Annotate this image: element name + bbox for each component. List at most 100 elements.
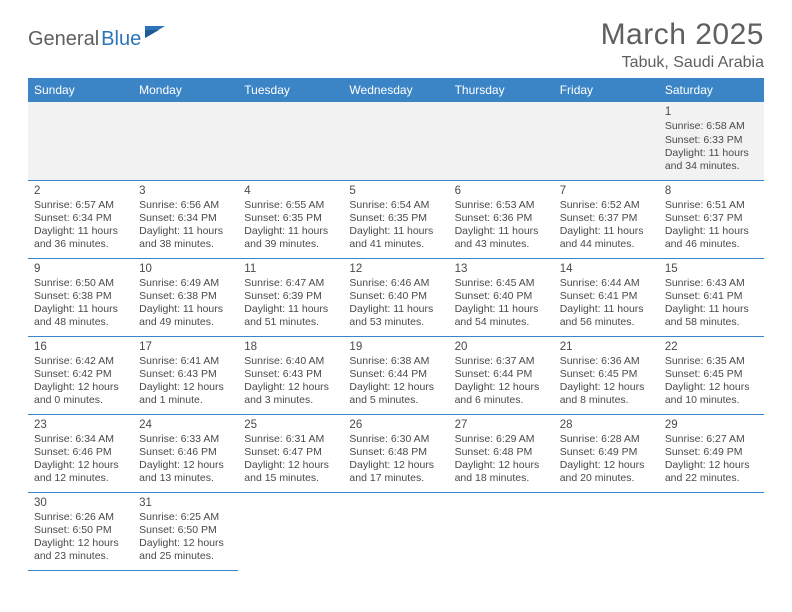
daylight-text: Daylight: 11 hours and 48 minutes. xyxy=(34,303,129,329)
daylight-text: Daylight: 12 hours and 20 minutes. xyxy=(560,459,655,485)
calendar-empty-cell xyxy=(343,102,448,180)
calendar-empty-cell xyxy=(449,492,554,570)
calendar-week-row: 16Sunrise: 6:42 AMSunset: 6:42 PMDayligh… xyxy=(28,336,764,414)
day-number: 30 xyxy=(34,496,129,510)
daylight-text: Daylight: 11 hours and 51 minutes. xyxy=(244,303,339,329)
sunset-text: Sunset: 6:50 PM xyxy=(139,524,234,537)
calendar-day-cell: 30Sunrise: 6:26 AMSunset: 6:50 PMDayligh… xyxy=(28,492,133,570)
calendar-day-cell: 7Sunrise: 6:52 AMSunset: 6:37 PMDaylight… xyxy=(554,180,659,258)
day-number: 26 xyxy=(349,418,444,432)
day-number: 14 xyxy=(560,262,655,276)
calendar-day-cell: 23Sunrise: 6:34 AMSunset: 6:46 PMDayligh… xyxy=(28,414,133,492)
daylight-text: Daylight: 11 hours and 39 minutes. xyxy=(244,225,339,251)
calendar-day-cell: 20Sunrise: 6:37 AMSunset: 6:44 PMDayligh… xyxy=(449,336,554,414)
daylight-text: Daylight: 12 hours and 22 minutes. xyxy=(665,459,760,485)
daylight-text: Daylight: 12 hours and 18 minutes. xyxy=(455,459,550,485)
sunset-text: Sunset: 6:41 PM xyxy=(665,290,760,303)
daylight-text: Daylight: 12 hours and 5 minutes. xyxy=(349,381,444,407)
weekday-header: Friday xyxy=(554,78,659,102)
calendar-empty-cell xyxy=(238,102,343,180)
day-number: 3 xyxy=(139,184,234,198)
sunset-text: Sunset: 6:36 PM xyxy=(455,212,550,225)
sunrise-text: Sunrise: 6:33 AM xyxy=(139,433,234,446)
calendar-day-cell: 11Sunrise: 6:47 AMSunset: 6:39 PMDayligh… xyxy=(238,258,343,336)
daylight-text: Daylight: 11 hours and 46 minutes. xyxy=(665,225,760,251)
header: GeneralBlue March 2025 Tabuk, Saudi Arab… xyxy=(28,18,764,72)
sunset-text: Sunset: 6:40 PM xyxy=(455,290,550,303)
calendar-day-cell: 31Sunrise: 6:25 AMSunset: 6:50 PMDayligh… xyxy=(133,492,238,570)
daylight-text: Daylight: 11 hours and 53 minutes. xyxy=(349,303,444,329)
sunrise-text: Sunrise: 6:40 AM xyxy=(244,355,339,368)
sunrise-text: Sunrise: 6:46 AM xyxy=(349,277,444,290)
sunset-text: Sunset: 6:38 PM xyxy=(139,290,234,303)
sunrise-text: Sunrise: 6:50 AM xyxy=(34,277,129,290)
calendar-day-cell: 19Sunrise: 6:38 AMSunset: 6:44 PMDayligh… xyxy=(343,336,448,414)
weekday-header: Monday xyxy=(133,78,238,102)
sunrise-text: Sunrise: 6:53 AM xyxy=(455,199,550,212)
sunset-text: Sunset: 6:45 PM xyxy=(560,368,655,381)
day-number: 22 xyxy=(665,340,760,354)
calendar-day-cell: 12Sunrise: 6:46 AMSunset: 6:40 PMDayligh… xyxy=(343,258,448,336)
sunset-text: Sunset: 6:43 PM xyxy=(244,368,339,381)
day-number: 8 xyxy=(665,184,760,198)
weekday-header: Tuesday xyxy=(238,78,343,102)
daylight-text: Daylight: 11 hours and 56 minutes. xyxy=(560,303,655,329)
sunrise-text: Sunrise: 6:30 AM xyxy=(349,433,444,446)
daylight-text: Daylight: 12 hours and 10 minutes. xyxy=(665,381,760,407)
daylight-text: Daylight: 12 hours and 25 minutes. xyxy=(139,537,234,563)
calendar-day-cell: 28Sunrise: 6:28 AMSunset: 6:49 PMDayligh… xyxy=(554,414,659,492)
day-number: 2 xyxy=(34,184,129,198)
calendar-day-cell: 22Sunrise: 6:35 AMSunset: 6:45 PMDayligh… xyxy=(659,336,764,414)
daylight-text: Daylight: 12 hours and 0 minutes. xyxy=(34,381,129,407)
sunset-text: Sunset: 6:44 PM xyxy=(349,368,444,381)
daylight-text: Daylight: 11 hours and 49 minutes. xyxy=(139,303,234,329)
calendar-day-cell: 18Sunrise: 6:40 AMSunset: 6:43 PMDayligh… xyxy=(238,336,343,414)
sunrise-text: Sunrise: 6:42 AM xyxy=(34,355,129,368)
day-number: 28 xyxy=(560,418,655,432)
sunrise-text: Sunrise: 6:38 AM xyxy=(349,355,444,368)
sunrise-text: Sunrise: 6:35 AM xyxy=(665,355,760,368)
sunrise-text: Sunrise: 6:31 AM xyxy=(244,433,339,446)
calendar-day-cell: 17Sunrise: 6:41 AMSunset: 6:43 PMDayligh… xyxy=(133,336,238,414)
sunrise-text: Sunrise: 6:57 AM xyxy=(34,199,129,212)
sunrise-text: Sunrise: 6:45 AM xyxy=(455,277,550,290)
title-block: March 2025 Tabuk, Saudi Arabia xyxy=(601,18,764,72)
day-number: 23 xyxy=(34,418,129,432)
calendar-day-cell: 26Sunrise: 6:30 AMSunset: 6:48 PMDayligh… xyxy=(343,414,448,492)
calendar-day-cell: 2Sunrise: 6:57 AMSunset: 6:34 PMDaylight… xyxy=(28,180,133,258)
logo: GeneralBlue xyxy=(28,24,167,51)
calendar-week-row: 1Sunrise: 6:58 AMSunset: 6:33 PMDaylight… xyxy=(28,102,764,180)
sunset-text: Sunset: 6:49 PM xyxy=(665,446,760,459)
day-number: 16 xyxy=(34,340,129,354)
weekday-header: Saturday xyxy=(659,78,764,102)
calendar-empty-cell xyxy=(659,492,764,570)
day-number: 11 xyxy=(244,262,339,276)
logo-text-blue: Blue xyxy=(101,28,141,51)
sunset-text: Sunset: 6:40 PM xyxy=(349,290,444,303)
sunrise-text: Sunrise: 6:41 AM xyxy=(139,355,234,368)
sunrise-text: Sunrise: 6:43 AM xyxy=(665,277,760,290)
calendar-page: GeneralBlue March 2025 Tabuk, Saudi Arab… xyxy=(0,0,792,612)
calendar-day-cell: 1Sunrise: 6:58 AMSunset: 6:33 PMDaylight… xyxy=(659,102,764,180)
day-number: 4 xyxy=(244,184,339,198)
day-number: 27 xyxy=(455,418,550,432)
weekday-header: Thursday xyxy=(449,78,554,102)
sunset-text: Sunset: 6:50 PM xyxy=(34,524,129,537)
calendar-body: 1Sunrise: 6:58 AMSunset: 6:33 PMDaylight… xyxy=(28,102,764,570)
sunrise-text: Sunrise: 6:49 AM xyxy=(139,277,234,290)
daylight-text: Daylight: 11 hours and 58 minutes. xyxy=(665,303,760,329)
sunrise-text: Sunrise: 6:51 AM xyxy=(665,199,760,212)
sunset-text: Sunset: 6:33 PM xyxy=(665,134,760,147)
sunrise-text: Sunrise: 6:54 AM xyxy=(349,199,444,212)
logo-text-general: General xyxy=(28,28,99,51)
calendar-day-cell: 4Sunrise: 6:55 AMSunset: 6:35 PMDaylight… xyxy=(238,180,343,258)
sunrise-text: Sunrise: 6:27 AM xyxy=(665,433,760,446)
calendar-empty-cell xyxy=(133,102,238,180)
sunrise-text: Sunrise: 6:52 AM xyxy=(560,199,655,212)
day-number: 21 xyxy=(560,340,655,354)
flag-icon xyxy=(145,24,167,45)
sunset-text: Sunset: 6:35 PM xyxy=(244,212,339,225)
day-number: 25 xyxy=(244,418,339,432)
sunset-text: Sunset: 6:48 PM xyxy=(455,446,550,459)
daylight-text: Daylight: 12 hours and 12 minutes. xyxy=(34,459,129,485)
